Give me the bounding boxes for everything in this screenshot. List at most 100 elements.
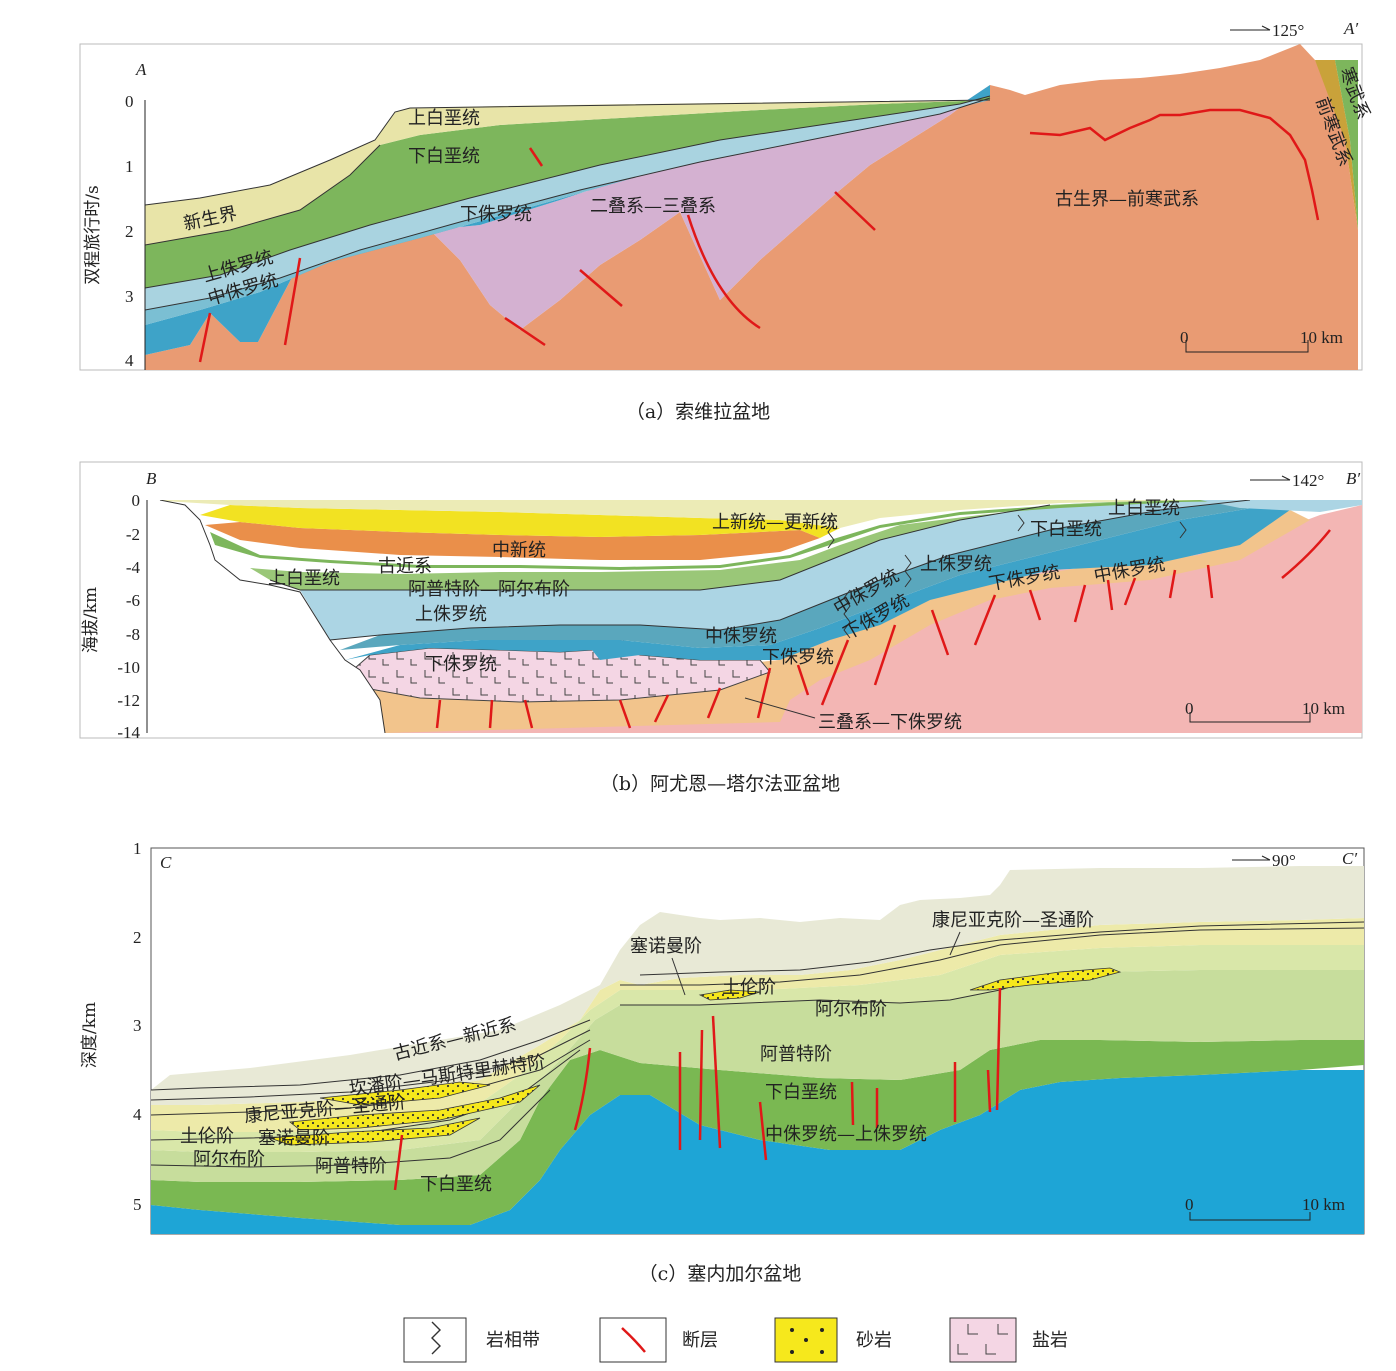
fault-line (1123, 577, 1137, 606)
fault-line (1106, 579, 1114, 611)
panel-c-y-title: 深度/km (80, 1002, 100, 1068)
unit-label: 阿尔布阶 (815, 999, 887, 1020)
panel-a: 0 1 2 3 4 双程旅行时/s A A′ 125° 上白垩统 下白垩统 新生… (79, 19, 1374, 423)
fault-line (834, 191, 876, 231)
y-tick: -4 (126, 558, 141, 577)
unit-label: 康尼亚克阶—圣通阶 (932, 910, 1094, 931)
panel-b-y-title: 海拔/km (81, 587, 101, 653)
y-tick: 1 (133, 839, 142, 858)
unit-label: 下白垩统 (408, 146, 480, 167)
fault-line (930, 609, 950, 656)
direction-label: 125° (1272, 21, 1304, 40)
legend-item-sandstone: 砂岩 (774, 1317, 892, 1363)
unit-label: 阿尔布阶 (193, 1149, 265, 1170)
pliocene-pleistocene-unit (150, 500, 1362, 528)
unit-label: 中侏罗统—上侏罗统 (765, 1124, 927, 1145)
cambrian-strip (1315, 60, 1358, 230)
fault-line (393, 1134, 404, 1191)
lower-cretaceous-unit (151, 1040, 1364, 1225)
unit-label: 下白垩统 (1030, 519, 1102, 540)
fault-line (653, 694, 670, 723)
aptian-albian-unit (250, 500, 1180, 590)
legend-label: 岩相带 (486, 1330, 540, 1351)
panel-c-section (151, 866, 1364, 1234)
section-label-right: A′ (1343, 19, 1358, 38)
fault-line (573, 1047, 592, 1131)
direction-label: 142° (1292, 471, 1324, 490)
unit-label: 上侏罗统 (920, 554, 992, 575)
y-tick: 4 (133, 1105, 142, 1124)
upper-jurassic-unit (145, 96, 990, 310)
left-void (147, 500, 385, 733)
fault-line (850, 1081, 855, 1126)
unit-label: 阿普特阶—阿尔布阶 (408, 579, 570, 600)
unit-label: 上新统—更新统 (712, 512, 838, 533)
fault-line (873, 624, 897, 686)
legend-item-facies: 岩相带 (403, 1317, 540, 1363)
section-label-left: B (146, 469, 157, 488)
fault-line (618, 699, 632, 729)
fault-line (1029, 108, 1320, 221)
paleogene-neogene-unit (151, 866, 1364, 1105)
unit-label: 下侏罗统 (460, 204, 532, 225)
fault-line (796, 664, 810, 696)
y-tick: -12 (117, 691, 140, 710)
legend-item-salt: 盐岩 (949, 1317, 1068, 1363)
unit-label: 阿普特阶 (760, 1044, 832, 1065)
fault-line (504, 316, 546, 347)
legend-item-fault: 断层 (599, 1317, 718, 1363)
albian-unit (151, 945, 1364, 1152)
fault-line (820, 639, 850, 706)
fault-line (995, 987, 1002, 1111)
panel-b: 0 -2 -4 -6 -8 -10 -12 -14 海拔/km B B′ 142… (79, 461, 1363, 795)
unit-label: 三叠系—下侏罗统 (818, 712, 962, 733)
cenozoic-unit (145, 100, 990, 245)
y-tick: 5 (133, 1195, 142, 1214)
middle-upper-jurassic-unit (151, 1070, 1364, 1234)
unit-label: 塞诺曼阶 (630, 936, 702, 957)
paleogene-unit (205, 522, 820, 560)
y-tick: -14 (117, 723, 140, 742)
y-tick: 2 (125, 222, 134, 241)
scale-start: 0 (1185, 1195, 1194, 1214)
unit-label: 下侏罗统 (762, 647, 834, 668)
y-tick: 1 (125, 157, 134, 176)
unit-label: 二叠系—三叠系 (590, 196, 716, 217)
miocene-unit (200, 505, 840, 538)
fault-line (1073, 584, 1087, 623)
upper-cretaceous-wedge (151, 918, 1364, 1132)
panel-a-section (145, 44, 1358, 370)
fault-line (198, 312, 212, 363)
y-tick: 3 (125, 287, 134, 306)
fault-line (435, 699, 442, 729)
y-tick: 0 (132, 491, 141, 510)
fault-line (488, 699, 494, 729)
scale-end: 10 km (1302, 699, 1345, 718)
unit-label: 下侏罗统 (425, 654, 497, 675)
section-label-right: B′ (1346, 469, 1360, 488)
panel-a-y-ticks: 0 1 2 3 4 (125, 92, 134, 370)
unit-label: 土伦阶 (180, 1126, 234, 1147)
section-label-left: C (160, 853, 172, 872)
fault-line (686, 214, 761, 330)
legend-label: 砂岩 (856, 1330, 892, 1351)
unit-label: 上白垩统 (1108, 498, 1180, 519)
facies-zigzag-icon (431, 1321, 441, 1355)
fault-line (973, 594, 997, 646)
fault-line (1168, 569, 1177, 599)
unit-label: 阿普特阶 (315, 1156, 387, 1177)
middle-jurassic-unit (340, 500, 1270, 650)
y-tick: 4 (125, 351, 134, 370)
y-tick: 0 (125, 92, 134, 111)
fault-line (986, 1069, 992, 1113)
legend-label: 断层 (682, 1330, 718, 1351)
section-label-right: C′ (1342, 849, 1357, 868)
permian-triassic-unit (430, 85, 990, 330)
scale-end: 10 km (1300, 328, 1343, 347)
fault-line (1028, 589, 1042, 621)
unit-label: 中侏罗统 (705, 626, 777, 647)
unit-label: 下白垩统 (420, 1174, 492, 1195)
y-tick: -8 (126, 625, 140, 644)
fault-line (706, 687, 722, 719)
sandstone-body (288, 1084, 541, 1131)
